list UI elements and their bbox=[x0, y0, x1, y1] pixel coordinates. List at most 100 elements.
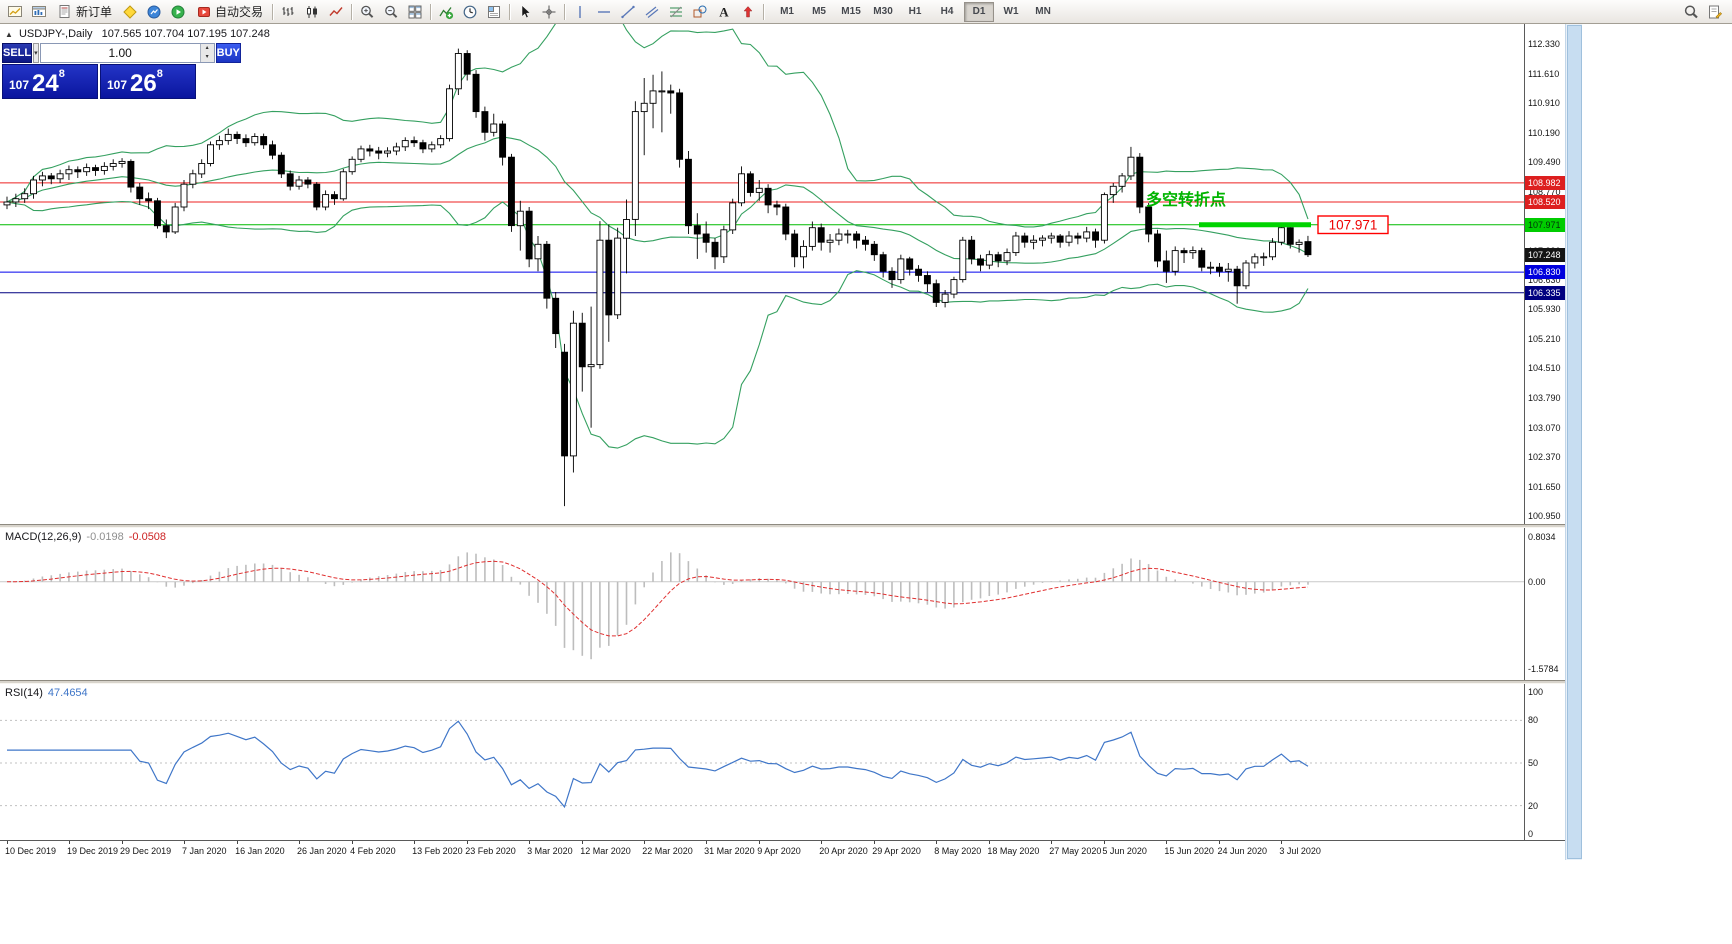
chart-symbol-period: USDJPY-,Daily bbox=[18, 28, 93, 40]
timeframe-m30-button[interactable]: M30 bbox=[873, 6, 893, 17]
price-tick-label: 101.650 bbox=[1528, 482, 1561, 492]
time-tick-mark bbox=[237, 841, 239, 844]
crosshair-button[interactable] bbox=[537, 1, 561, 23]
time-tick-mark bbox=[68, 841, 70, 844]
macd-scale-label: 0.8034 bbox=[1528, 532, 1556, 542]
zoom-in-button[interactable] bbox=[355, 1, 379, 23]
new-order-button[interactable]: 新订单 bbox=[51, 1, 118, 23]
price-tick-label: 111.610 bbox=[1528, 69, 1560, 79]
volume-up-button[interactable]: ▴ bbox=[200, 44, 214, 53]
macd-plot[interactable] bbox=[0, 528, 1524, 680]
templates-button[interactable] bbox=[482, 1, 506, 23]
timeframe-d1-button[interactable]: D1 bbox=[964, 1, 995, 22]
new-chart-button[interactable] bbox=[27, 1, 51, 23]
search-icon bbox=[1683, 4, 1699, 20]
volume-input[interactable] bbox=[40, 44, 200, 62]
price-tick-label: 100.950 bbox=[1528, 511, 1561, 521]
time-tick-label: 24 Jun 2020 bbox=[1217, 846, 1267, 856]
zoom-out-icon bbox=[383, 4, 399, 20]
time-tick-label: 18 May 2020 bbox=[987, 846, 1040, 856]
autotrading-button[interactable]: 自动交易 bbox=[190, 1, 269, 23]
timeframe-h4-button[interactable]: H4 bbox=[940, 6, 954, 17]
timeframe-m1-button[interactable]: M1 bbox=[780, 6, 794, 17]
rsi-plot[interactable] bbox=[0, 684, 1524, 840]
fibonacci-button[interactable] bbox=[664, 1, 688, 23]
chart-window: 多空转折点 107.971 ▲ USDJPY-,Daily 107.565 10… bbox=[0, 24, 1582, 861]
buy-button[interactable]: BUY bbox=[215, 43, 241, 63]
price-tick-label: 106.630 bbox=[1528, 275, 1561, 285]
periods-button[interactable] bbox=[458, 1, 482, 23]
sell-fraction: 8 bbox=[58, 68, 65, 80]
cursor-button[interactable] bbox=[513, 1, 537, 23]
sell-big-figure: 107 bbox=[9, 78, 30, 92]
toolbar-separator bbox=[564, 3, 566, 20]
rsi-scale-label: 50 bbox=[1528, 758, 1539, 768]
templates-icon bbox=[486, 4, 502, 20]
market-watch-button[interactable] bbox=[142, 1, 166, 23]
price-tick-label: 112.330 bbox=[1528, 39, 1560, 49]
charts-icon bbox=[7, 4, 23, 20]
search-button[interactable] bbox=[1679, 1, 1703, 23]
vertical-scrollbar[interactable] bbox=[1565, 24, 1582, 860]
chart-marker-icon: ▲ bbox=[5, 30, 13, 39]
crosshair-icon bbox=[541, 4, 557, 20]
price-callout[interactable]: 107.971 bbox=[1317, 215, 1389, 235]
trendline-button[interactable] bbox=[616, 1, 640, 23]
time-axis[interactable]: 10 Dec 2019 19 Dec 2019 29 Dec 2019 7 Jan 2… bbox=[0, 840, 1565, 861]
chart-window-icon bbox=[31, 4, 47, 20]
indicators-button[interactable] bbox=[434, 1, 458, 23]
level-lines[interactable] bbox=[0, 182, 1524, 294]
vertical-line-button[interactable] bbox=[568, 1, 592, 23]
vline-icon bbox=[572, 4, 588, 20]
line-chart-button[interactable] bbox=[324, 1, 348, 23]
volume-down-button[interactable]: ▾ bbox=[200, 53, 214, 62]
time-tick-mark bbox=[529, 841, 531, 844]
horizontal-line-button[interactable] bbox=[592, 1, 616, 23]
time-tick-label: 10 Dec 2019 bbox=[5, 846, 57, 856]
time-tick-mark bbox=[1104, 841, 1106, 844]
shapes-button[interactable] bbox=[688, 1, 712, 23]
chart-annotation-text[interactable]: 多空转折点 bbox=[1146, 190, 1226, 209]
time-tick-mark bbox=[1166, 841, 1168, 844]
chart-ohlc-values: 107.565 107.704 107.195 107.248 bbox=[101, 28, 270, 40]
timeframe-w1-button[interactable]: W1 bbox=[1003, 6, 1019, 17]
journal-button[interactable] bbox=[1703, 1, 1727, 23]
arrows-button[interactable] bbox=[736, 1, 760, 23]
tile-windows-button[interactable] bbox=[403, 1, 427, 23]
price-chart-plot[interactable]: 多空转折点 107.971 bbox=[0, 24, 1524, 526]
buy-price-button[interactable]: 107 26 8 bbox=[100, 64, 196, 99]
timeframe-mn-button[interactable]: MN bbox=[1035, 6, 1051, 17]
price-scale[interactable]: 112.330 111.610 110.910 110.190 109.490 108.7… bbox=[1524, 24, 1565, 860]
scrollbar-thumb[interactable] bbox=[1567, 25, 1582, 859]
toolbar-left-group: 新订单 自动交易 A bbox=[3, 1, 767, 23]
text-icon: A bbox=[716, 4, 732, 20]
rsi-value: 47.4654 bbox=[47, 687, 88, 699]
sell-options-button[interactable]: ▾ bbox=[33, 43, 39, 63]
buy-fraction: 8 bbox=[156, 68, 163, 80]
time-tick-mark bbox=[582, 841, 584, 844]
timeframe-h1-button[interactable]: H1 bbox=[908, 6, 922, 17]
time-tick-mark bbox=[7, 841, 8, 844]
time-tick-label: 12 Mar 2020 bbox=[580, 846, 631, 856]
metaeditor-button[interactable] bbox=[118, 1, 142, 23]
fibonacci-icon bbox=[668, 4, 684, 20]
timeframe-m15-button[interactable]: M15 bbox=[841, 6, 861, 17]
profiles-button[interactable] bbox=[3, 1, 27, 23]
sell-button[interactable]: SELL bbox=[2, 43, 33, 63]
sell-price-button[interactable]: 107 24 8 bbox=[2, 64, 98, 99]
price-callout-box[interactable] bbox=[1317, 215, 1389, 235]
channel-button[interactable] bbox=[640, 1, 664, 23]
panel-splitter-rsi[interactable] bbox=[0, 680, 1565, 684]
macd-signal-line bbox=[6, 560, 1309, 637]
time-tick-mark bbox=[299, 841, 301, 844]
text-button[interactable]: A bbox=[712, 1, 736, 23]
timeframe-m5-button[interactable]: M5 bbox=[812, 6, 826, 17]
strategy-tester-button[interactable] bbox=[166, 1, 190, 23]
zoom-out-button[interactable] bbox=[379, 1, 403, 23]
candlestick-chart-button[interactable] bbox=[300, 1, 324, 23]
bar-chart-button[interactable] bbox=[276, 1, 300, 23]
time-tick-label: 26 Jan 2020 bbox=[297, 846, 347, 856]
panel-splitter-macd[interactable] bbox=[0, 524, 1565, 528]
price-tick-label: 108.770 bbox=[1528, 187, 1561, 197]
bollinger-bands bbox=[6, 24, 1309, 449]
